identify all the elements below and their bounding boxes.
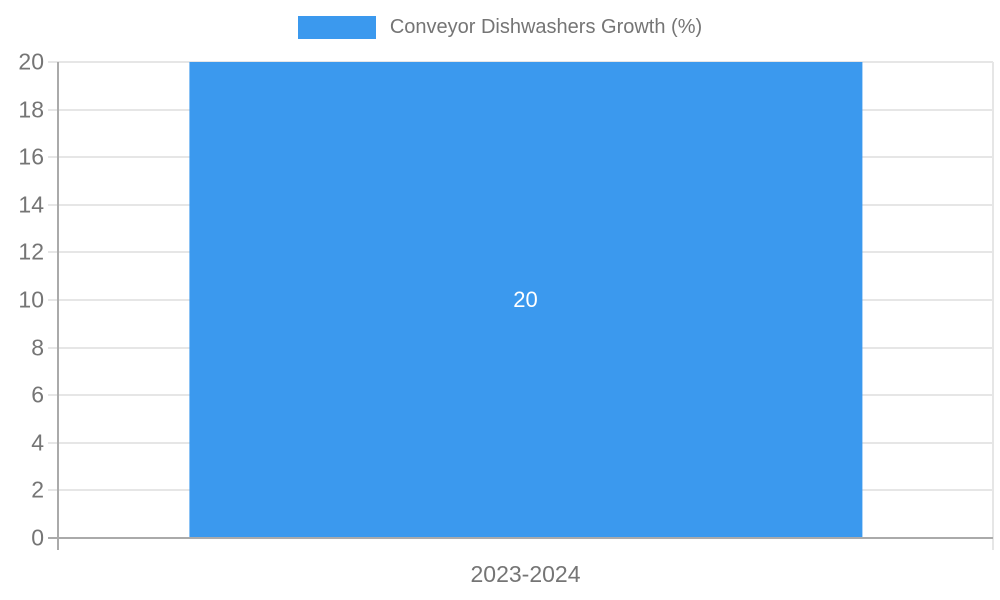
y-axis-tick-label: 8 bbox=[31, 334, 44, 361]
legend-label: Conveyor Dishwashers Growth (%) bbox=[389, 16, 703, 38]
y-axis-line bbox=[57, 62, 59, 550]
bar-conveyor-growth[interactable]: 20 bbox=[188, 62, 863, 538]
y-axis-tick-label: 6 bbox=[31, 381, 44, 408]
bar-value-label: 20 bbox=[513, 287, 538, 312]
y-axis-tick-label: 2 bbox=[31, 476, 44, 503]
y-axis-tick-label: 10 bbox=[18, 286, 44, 313]
y-axis-tick-label: 12 bbox=[18, 238, 44, 265]
legend-swatch bbox=[297, 16, 376, 39]
x-axis-line bbox=[48, 537, 993, 539]
y-axis-tick-label: 16 bbox=[18, 143, 44, 170]
y-axis-tick-label: 4 bbox=[31, 429, 44, 456]
y-axis-tick-label: 0 bbox=[31, 524, 44, 551]
y-axis-tick-label: 20 bbox=[18, 48, 44, 75]
plot-area: 20 0 2 4 6 8 10 12 14 16 18 20 bbox=[18, 50, 994, 550]
legend[interactable]: Conveyor Dishwashers Growth (%) bbox=[0, 16, 1000, 39]
x-axis-category-label: 2023-2024 bbox=[470, 561, 581, 587]
y-axis-tick-label: 18 bbox=[18, 96, 44, 123]
plot-right-border bbox=[992, 62, 994, 550]
y-axis-tick-label: 14 bbox=[18, 191, 44, 218]
